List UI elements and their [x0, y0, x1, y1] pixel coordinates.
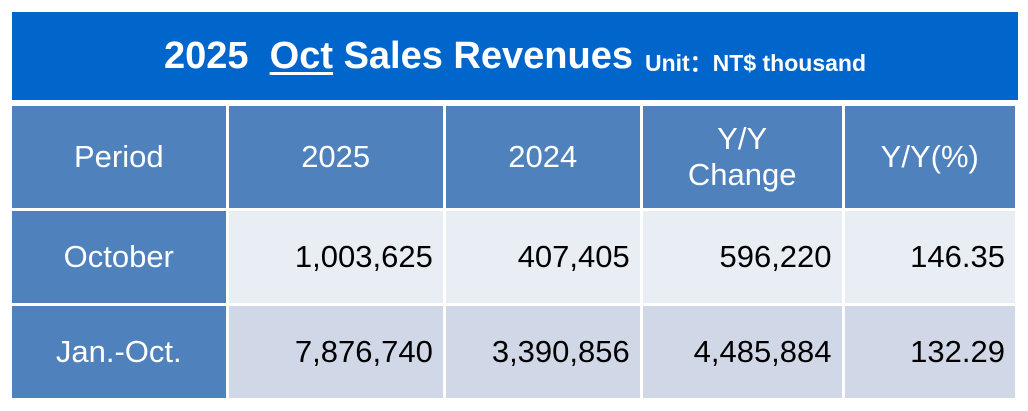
cell-change: 4,485,884 — [642, 306, 842, 398]
table-row: October 1,003,625 407,405 596,220 146.35 — [12, 211, 1015, 303]
cell-pct: 132.29 — [844, 306, 1015, 398]
cell-2024: 3,390,856 — [445, 306, 640, 398]
title-unit: Unit：NT$ thousand — [644, 50, 867, 76]
row-period: Jan.-Oct. — [12, 306, 226, 398]
title-text: Sales Revenues — [343, 34, 633, 77]
row-period: October — [12, 211, 226, 303]
header-2025: 2025 — [228, 106, 443, 208]
cell-change: 596,220 — [642, 211, 842, 303]
table-row: Jan.-Oct. 7,876,740 3,390,856 4,485,884 … — [12, 306, 1015, 398]
title-month: Oct — [269, 34, 333, 77]
cell-2025: 7,876,740 — [228, 306, 443, 398]
revenue-table: Period 2025 2024 Y/Y Change Y/Y(%) Octob… — [9, 103, 1018, 401]
title-year: 2025 — [163, 34, 249, 77]
header-period: Period — [12, 106, 226, 208]
header-2024: 2024 — [445, 106, 640, 208]
header-yy-pct: Y/Y(%) — [844, 106, 1015, 208]
table-title: 2025 Oct Sales Revenues Unit：NT$ thousand — [12, 12, 1018, 100]
cell-2024: 407,405 — [445, 211, 640, 303]
header-row: Period 2025 2024 Y/Y Change Y/Y(%) — [12, 106, 1015, 208]
header-yy-change: Y/Y Change — [642, 106, 842, 208]
cell-2025: 1,003,625 — [228, 211, 443, 303]
cell-pct: 146.35 — [844, 211, 1015, 303]
